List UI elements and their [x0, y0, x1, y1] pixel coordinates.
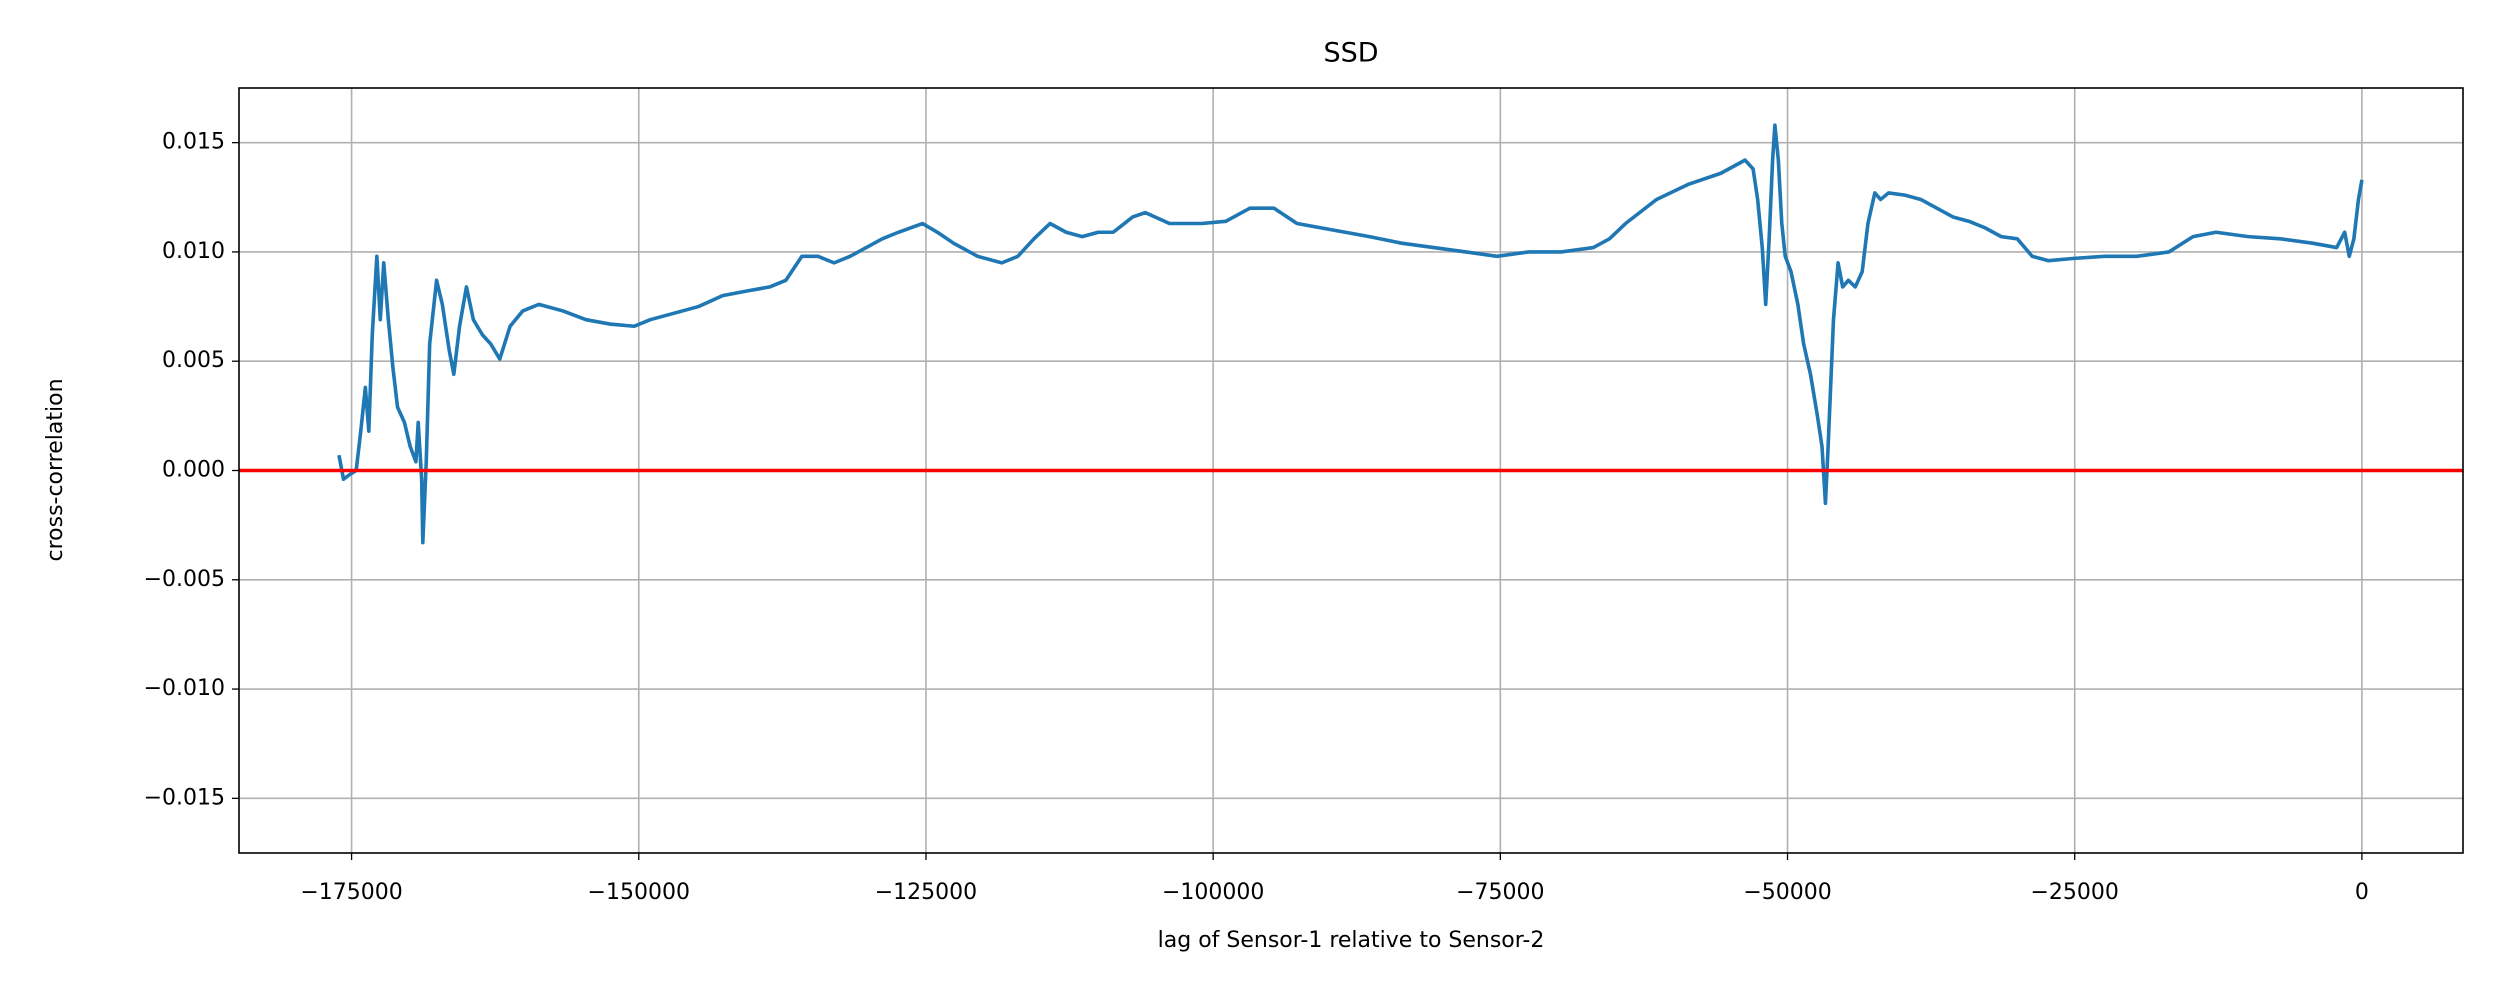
y-tick-label: 0.005: [162, 348, 225, 373]
x-axis-label: lag of Sensor-1 relative to Sensor-2: [1158, 928, 1545, 953]
x-tick-label: −100000: [1162, 880, 1264, 905]
x-tick-label: −75000: [1456, 880, 1544, 905]
x-tick-label: 0: [2355, 880, 2369, 905]
x-tick-label: −175000: [300, 880, 402, 905]
y-axis-label: cross-correlation: [43, 378, 68, 561]
plot-frame: [238, 87, 2464, 854]
x-tick-label: −25000: [2031, 880, 2119, 905]
y-tick-label: 0.010: [162, 239, 225, 264]
x-tick-label: −50000: [1743, 880, 1831, 905]
x-tick-label: −125000: [875, 880, 977, 905]
y-tick-label: −0.015: [144, 785, 225, 810]
y-tick-label: −0.010: [144, 676, 225, 701]
y-tick-label: 0.015: [162, 130, 225, 155]
y-tick-label: 0.000: [162, 458, 225, 483]
y-tick-label: −0.005: [144, 567, 225, 592]
chart-title: SSD: [1323, 38, 1378, 69]
data-line: [337, 123, 2364, 545]
x-tick-label: −150000: [588, 880, 690, 905]
